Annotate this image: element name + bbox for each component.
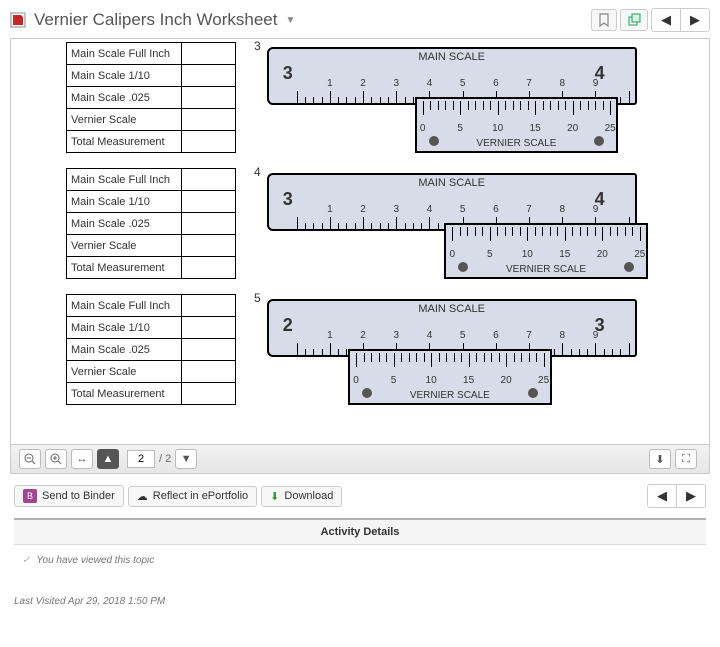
check-icon: ✓ (22, 555, 30, 566)
table-value (181, 361, 235, 383)
send-to-binder-button[interactable]: BSend to Binder (14, 485, 124, 507)
title-dropdown-icon[interactable]: ▼ (285, 15, 295, 26)
table-label: Vernier Scale (67, 109, 182, 131)
table-value (181, 191, 235, 213)
table-label: Main Scale .025 (67, 339, 182, 361)
footer-prev-button[interactable]: ◀ (648, 485, 677, 507)
page-up-button[interactable]: ▲ (97, 449, 119, 469)
zoom-out-button[interactable] (19, 449, 41, 469)
download-pdf-button[interactable]: ⬇ (649, 449, 671, 469)
table-value (181, 65, 235, 87)
page-total: / 2 (159, 453, 171, 465)
table-label: Total Measurement (67, 131, 182, 153)
download-button[interactable]: ⬇Download (261, 486, 342, 507)
measurement-table: Main Scale Full InchMain Scale 1/10Main … (66, 42, 236, 153)
problem-number: 3 (254, 39, 261, 53)
table-value (181, 109, 235, 131)
caliper-diagram: MAIN SCALE341234567890510152025VERNIER S… (267, 39, 637, 159)
problem-row: Main Scale Full InchMain Scale 1/10Main … (66, 39, 709, 159)
table-label: Main Scale 1/10 (67, 65, 182, 87)
measurement-table: Main Scale Full InchMain Scale 1/10Main … (66, 294, 236, 405)
table-value (181, 317, 235, 339)
table-value (181, 43, 235, 65)
table-value (181, 131, 235, 153)
last-visited: Last Visited Apr 29, 2018 1:50 PM (0, 590, 720, 627)
table-value (181, 87, 235, 109)
page-down-button[interactable]: ▼ (175, 449, 197, 469)
problem-row: Main Scale Full InchMain Scale 1/10Main … (66, 165, 709, 285)
reflect-eportfolio-button[interactable]: ☁Reflect in ePortfolio (128, 486, 257, 507)
table-label: Vernier Scale (67, 361, 182, 383)
table-value (181, 235, 235, 257)
page-input[interactable] (127, 450, 155, 468)
table-value (181, 339, 235, 361)
table-value (181, 383, 235, 405)
bookmark-button[interactable] (591, 9, 617, 31)
measurement-table: Main Scale Full InchMain Scale 1/10Main … (66, 168, 236, 279)
download-icon: ⬇ (270, 490, 279, 503)
table-label: Main Scale .025 (67, 87, 182, 109)
table-value (181, 257, 235, 279)
cloud-icon: ☁ (137, 490, 148, 503)
problem-number: 4 (254, 165, 261, 179)
caliper-diagram: MAIN SCALE231234567890510152025VERNIER S… (267, 291, 637, 411)
pdf-icon (10, 12, 26, 28)
table-value (181, 213, 235, 235)
document-title: Vernier Calipers Inch Worksheet (34, 10, 277, 30)
viewed-status: ✓ You have viewed this topic (14, 545, 706, 586)
table-label: Main Scale .025 (67, 213, 182, 235)
footer-next-button[interactable]: ▶ (677, 485, 705, 507)
problem-number: 5 (254, 291, 261, 305)
caliper-diagram: MAIN SCALE341234567890510152025VERNIER S… (267, 165, 637, 285)
table-value (181, 295, 235, 317)
binder-icon: B (23, 489, 37, 503)
fit-width-button[interactable]: ↔ (71, 449, 93, 469)
table-label: Main Scale Full Inch (67, 169, 182, 191)
table-label: Total Measurement (67, 257, 182, 279)
zoom-in-button[interactable] (45, 449, 67, 469)
table-label: Vernier Scale (67, 235, 182, 257)
popout-button[interactable] (620, 9, 648, 31)
table-label: Main Scale Full Inch (67, 295, 182, 317)
next-topic-button[interactable]: ▶ (681, 9, 709, 31)
table-value (181, 169, 235, 191)
table-label: Main Scale 1/10 (67, 317, 182, 339)
table-label: Main Scale Full Inch (67, 43, 182, 65)
activity-details-heading: Activity Details (14, 520, 706, 545)
fullscreen-button[interactable]: ⛶ (675, 449, 697, 469)
problem-row: Main Scale Full InchMain Scale 1/10Main … (66, 291, 709, 411)
table-label: Total Measurement (67, 383, 182, 405)
table-label: Main Scale 1/10 (67, 191, 182, 213)
prev-topic-button[interactable]: ◀ (652, 9, 681, 31)
document-viewer: ▸ Main Scale Full InchMain Scale 1/10Mai… (10, 38, 710, 474)
